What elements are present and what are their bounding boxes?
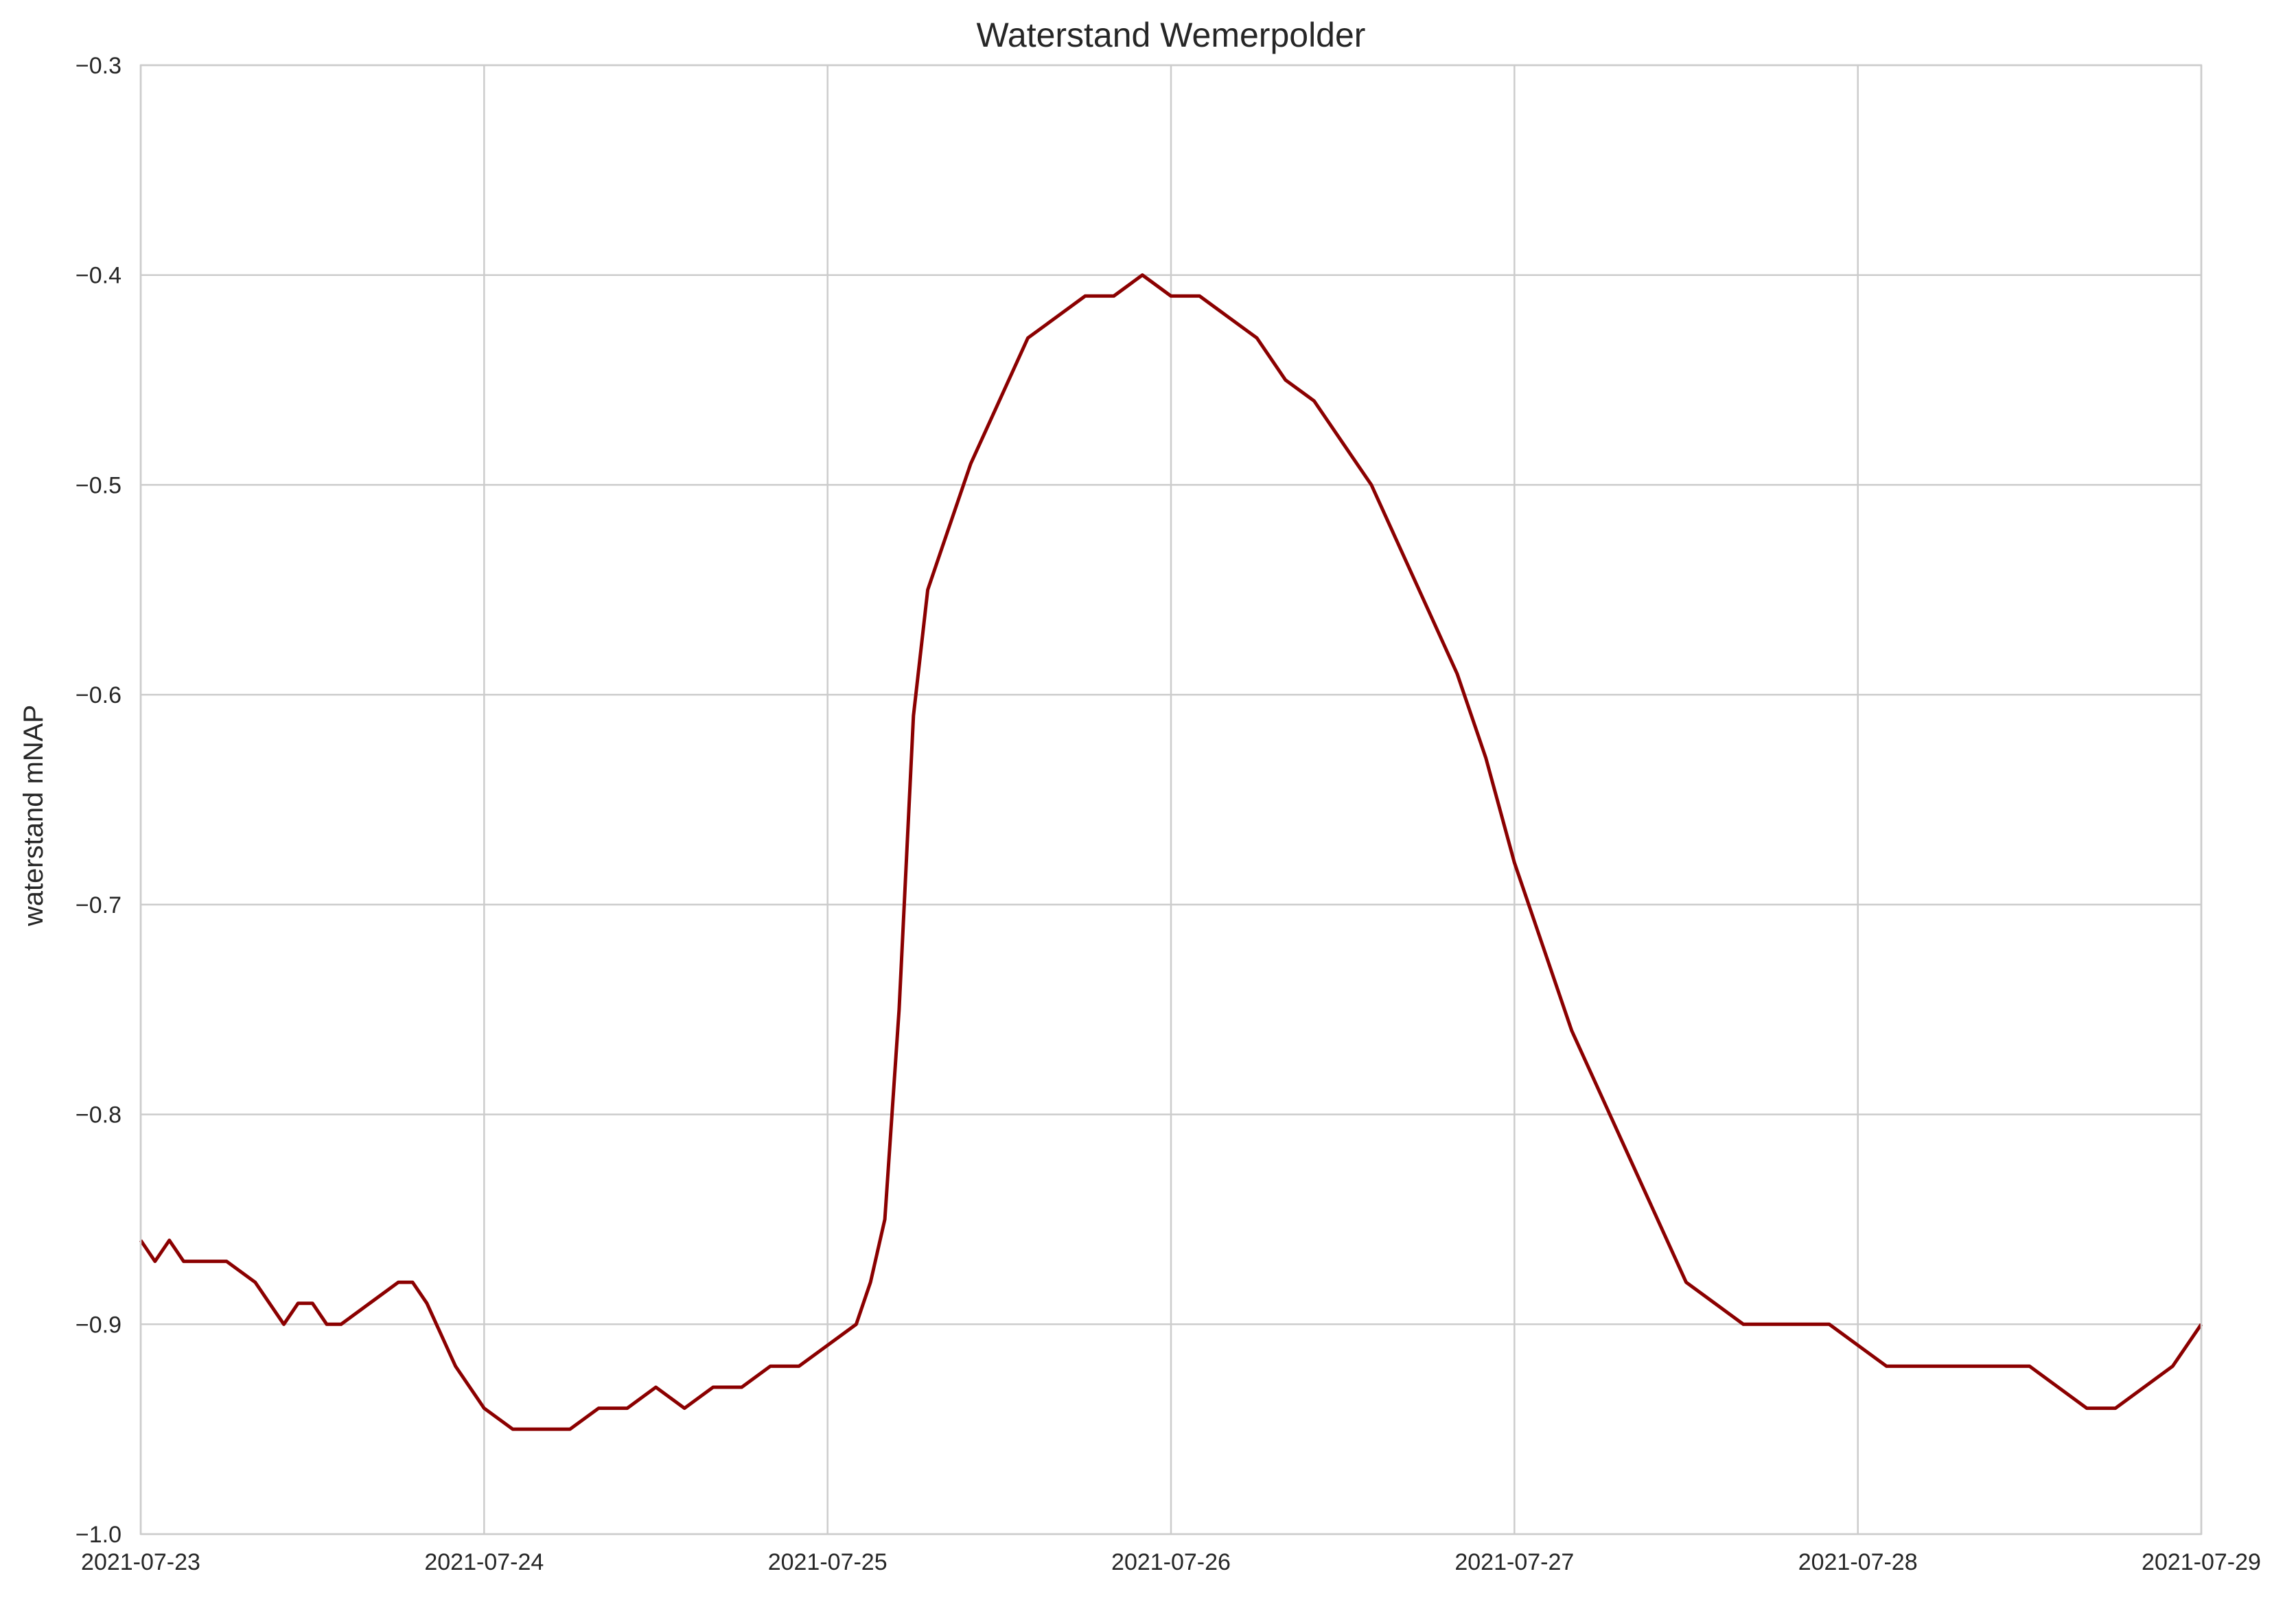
series-line [139, 273, 2203, 1431]
y-tick-label: −1.0 [76, 1522, 121, 1548]
y-tick-label: −0.6 [76, 682, 121, 708]
x-tick-label: 2021-07-24 [424, 1549, 544, 1575]
x-tick-label: 2021-07-26 [1111, 1549, 1231, 1575]
tick-labels: 2021-07-23 2021-07-24 2021-07-25 2021-07-26… [76, 53, 2261, 1575]
y-tick-label: −0.5 [76, 472, 121, 498]
x-tick-label: 2021-07-23 [81, 1549, 200, 1575]
y-tick-label: −0.8 [76, 1102, 121, 1128]
x-tick-label: 2021-07-25 [768, 1549, 888, 1575]
y-tick-label: −0.3 [76, 53, 121, 79]
y-tick-label: −0.4 [76, 263, 121, 289]
x-tick-label: 2021-07-28 [1798, 1549, 1918, 1575]
series-layer [139, 273, 2203, 1431]
y-tick-label: −0.7 [76, 892, 121, 918]
plot-frame [139, 64, 2203, 1535]
x-tick-label: 2021-07-29 [2142, 1549, 2261, 1575]
y-tick-label: −0.9 [76, 1312, 121, 1338]
gridlines [139, 64, 2203, 1535]
chart-title: Waterstand Wemerpolder [977, 16, 1366, 54]
y-axis-label: waterstand mNAP [19, 705, 49, 927]
x-tick-label: 2021-07-27 [1454, 1549, 1574, 1575]
